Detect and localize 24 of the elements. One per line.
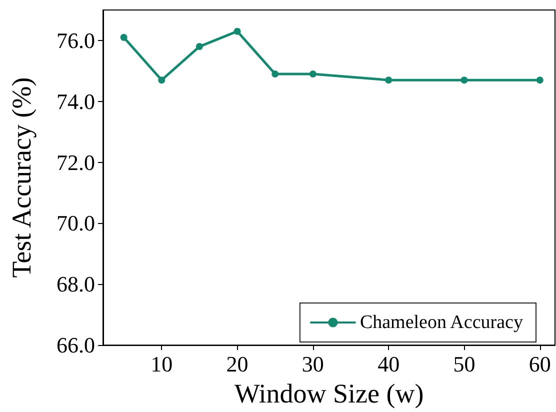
point xyxy=(196,43,203,50)
point xyxy=(536,76,544,84)
y-tick-label: 66.0 xyxy=(56,332,95,358)
point xyxy=(120,34,128,41)
y-tick-label: 76.0 xyxy=(56,28,95,53)
y-tick-label: 74.0 xyxy=(56,88,95,114)
y-tick-label: 72.0 xyxy=(56,150,95,175)
x-tick-label: 50 xyxy=(453,352,476,377)
x-tick-label: 30 xyxy=(302,352,324,377)
x-axis-title: Window Size (w) xyxy=(234,378,424,408)
x-tick-label: 20 xyxy=(226,352,248,377)
point xyxy=(385,76,392,84)
x-tick-label: 60 xyxy=(528,352,551,377)
y-axis-title: Test Accuracy (%) xyxy=(6,77,36,278)
x-tick-label: 10 xyxy=(150,352,173,377)
point xyxy=(234,28,241,35)
point xyxy=(309,70,316,78)
y-tick-label: 70.0 xyxy=(56,210,95,236)
point xyxy=(272,70,279,78)
point xyxy=(158,76,166,84)
point xyxy=(460,76,468,84)
x-tick-label: 40 xyxy=(378,352,400,377)
y-tick-label: 68.0 xyxy=(56,272,95,297)
legend-label: Chameleon Accuracy xyxy=(360,312,524,333)
